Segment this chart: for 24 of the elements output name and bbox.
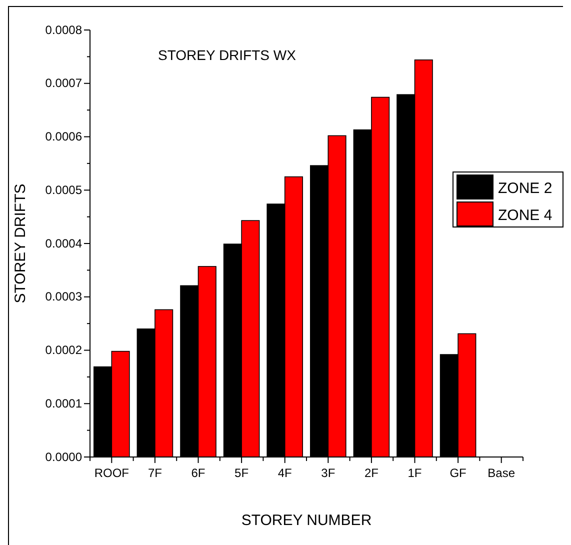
x-tick-label: Base [488,466,516,480]
x-tick-label: 7F [148,466,162,480]
y-tick-label: 0.0006 [45,130,82,144]
x-tick-label: 2F [364,466,378,480]
x-tick-label: 5F [234,466,249,480]
y-tick-label: 0.0005 [45,182,82,197]
y-tick-label: 0.0000 [45,450,82,464]
x-tick-label: GF [450,466,466,480]
y-tick-label: 0.0008 [45,22,82,37]
legend-label: ZONE 2 [498,180,552,197]
y-axis-title: STOREY DRIFTS [12,184,29,304]
x-tick-label: 3F [321,466,336,480]
x-tick-label: 6F [191,466,206,480]
x-axis-title: STOREY NUMBER [241,512,372,529]
x-tick-label: 4F [278,466,292,480]
y-tick-label: 0.0003 [45,290,82,304]
x-tick-label: 1F [408,466,422,480]
y-tick-label: 0.0001 [45,396,82,410]
y-tick-label: 0.0007 [45,76,82,90]
y-tick-label: 0.0004 [45,236,82,250]
y-tick-label: 0.0002 [45,343,82,358]
text: STOREY DRIFTS WX [158,47,297,63]
legend-label: ZONE 4 [498,207,552,224]
x-tick-label: ROOF [94,466,129,480]
